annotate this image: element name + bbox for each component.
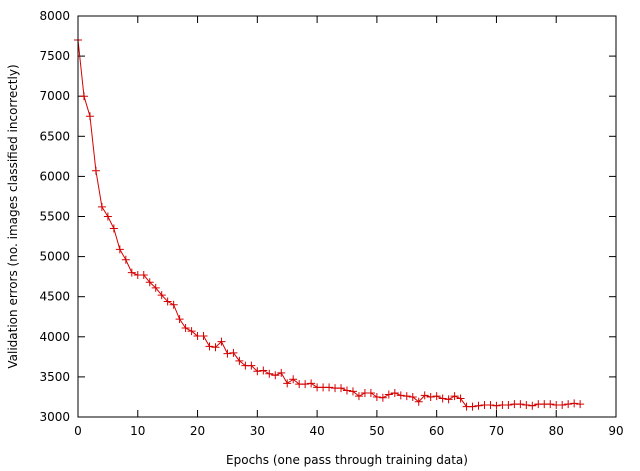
- x-tick-label: 20: [190, 424, 205, 438]
- data-point: [564, 400, 573, 409]
- x-tick-label: 90: [608, 424, 623, 438]
- data-point: [97, 202, 106, 211]
- data-point: [420, 391, 429, 400]
- data-point: [199, 331, 208, 340]
- data-point: [289, 375, 298, 384]
- x-tick-label: 70: [489, 424, 504, 438]
- y-tick-label: 4500: [39, 290, 70, 304]
- data-point: [325, 383, 334, 392]
- data-point: [151, 283, 160, 292]
- data-point: [504, 400, 513, 409]
- plot-frame: [77, 15, 617, 418]
- data-point: [283, 379, 292, 388]
- data-point: [265, 369, 274, 378]
- y-tick-label: 4000: [39, 330, 70, 344]
- y-axis-label: Validation errors (no. images classified…: [6, 64, 20, 368]
- data-point: [109, 224, 118, 233]
- x-tick-label: 30: [250, 424, 265, 438]
- y-tick-label: 8000: [39, 9, 70, 23]
- y-tick-label: 3500: [39, 370, 70, 384]
- data-point: [277, 368, 286, 377]
- y-tick-label: 6000: [39, 169, 70, 183]
- data-point: [121, 255, 130, 264]
- data-point: [205, 342, 214, 351]
- y-tick-label: 3000: [39, 410, 70, 424]
- data-point: [516, 400, 525, 409]
- data-point: [378, 393, 387, 402]
- data-point: [139, 271, 148, 280]
- data-point: [103, 212, 112, 221]
- data-point: [175, 315, 184, 324]
- data-point: [211, 343, 220, 352]
- x-tick-label: 0: [74, 424, 82, 438]
- data-point: [217, 337, 226, 346]
- data-point: [426, 392, 435, 401]
- data-point: [157, 291, 166, 300]
- data-point: [91, 166, 100, 175]
- data-point: [307, 379, 316, 388]
- data-point: [187, 327, 196, 336]
- data-point: [558, 400, 567, 409]
- data-point: [384, 390, 393, 399]
- data-point: [474, 401, 483, 410]
- data-point: [390, 388, 399, 397]
- y-tick-label: 7500: [39, 49, 70, 63]
- data-point: [570, 399, 579, 408]
- data-point: [354, 392, 363, 401]
- data-point: [372, 392, 381, 401]
- data-point: [247, 361, 256, 370]
- data-point: [127, 268, 136, 277]
- data-point: [223, 349, 232, 358]
- data-point: [438, 394, 447, 403]
- x-tick-label: 40: [309, 424, 324, 438]
- data-point: [414, 397, 423, 406]
- data-point: [456, 394, 465, 403]
- y-tick-label: 7000: [39, 89, 70, 103]
- x-tick-label: 50: [369, 424, 384, 438]
- series-line: [77, 40, 581, 408]
- data-point: [348, 387, 357, 396]
- data-point: [145, 278, 154, 287]
- data-point: [343, 386, 351, 395]
- x-axis-label: Epochs (one pass through training data): [226, 453, 468, 467]
- data-point: [181, 323, 190, 332]
- data-point: [85, 112, 94, 121]
- y-tick-label: 6500: [39, 129, 70, 143]
- data-point: [576, 400, 585, 409]
- y-tick-label: 5000: [39, 250, 70, 264]
- data-point: [432, 392, 441, 401]
- x-axis: 0 10 20 30 40 50 60 70 80 90: [74, 16, 624, 438]
- data-point: [408, 392, 417, 401]
- data-point: [229, 348, 238, 357]
- data-point: [402, 392, 411, 401]
- x-tick-label: 10: [130, 424, 145, 438]
- data-point: [492, 401, 501, 410]
- data-point: [169, 300, 178, 309]
- data-point: [450, 392, 459, 401]
- data-point: [468, 402, 477, 411]
- data-point: [396, 391, 405, 400]
- y-tick-label: 5500: [39, 210, 70, 224]
- data-point: [235, 356, 244, 365]
- plot-area: [74, 36, 585, 411]
- data-point: [253, 367, 262, 376]
- data-point: [528, 401, 537, 410]
- data-point: [301, 380, 310, 389]
- data-point: [271, 371, 280, 380]
- data-point: [115, 245, 124, 254]
- data-point: [444, 395, 453, 404]
- data-point: [79, 92, 88, 101]
- data-point: [366, 388, 375, 397]
- data-point: [486, 400, 495, 409]
- data-point: [546, 400, 555, 409]
- data-point: [163, 297, 172, 306]
- x-tick-label: 80: [549, 424, 564, 438]
- y-axis: 3000 3500 4000 4500 5000 5500 6000 6500 7000 7500…: [39, 9, 616, 424]
- data-point: [337, 384, 346, 393]
- x-tick-label: 60: [429, 424, 444, 438]
- data-point: [522, 400, 531, 409]
- data-point: [259, 366, 268, 375]
